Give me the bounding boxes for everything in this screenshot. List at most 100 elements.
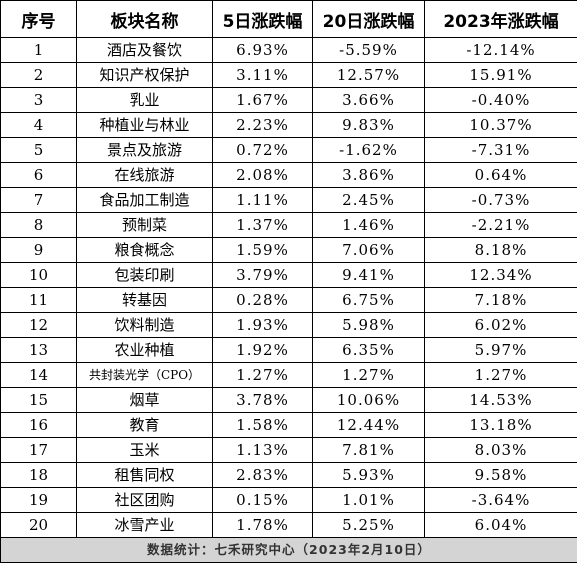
row-index: 5: [1, 138, 77, 163]
row-index: 16: [1, 413, 77, 438]
sector-name: 教育: [77, 413, 213, 438]
change-5day: 0.72%: [213, 138, 313, 163]
header-20day-change: 20日涨跌幅: [313, 1, 425, 38]
change-20day: 5.93%: [313, 463, 425, 488]
sector-name: 食品加工制造: [77, 188, 213, 213]
sector-name: 在线旅游: [77, 163, 213, 188]
change-20day: 7.81%: [313, 438, 425, 463]
change-2023: 15.91%: [425, 63, 577, 88]
sector-name: 粮食概念: [77, 238, 213, 263]
sector-name: 玉米: [77, 438, 213, 463]
change-20day: 12.57%: [313, 63, 425, 88]
change-2023: 0.64%: [425, 163, 577, 188]
row-index: 13: [1, 338, 77, 363]
change-5day: 1.11%: [213, 188, 313, 213]
change-20day: 3.86%: [313, 163, 425, 188]
sector-name: 乳业: [77, 88, 213, 113]
change-5day: 1.37%: [213, 213, 313, 238]
row-index: 8: [1, 213, 77, 238]
row-index: 3: [1, 88, 77, 113]
header-index: 序号: [1, 1, 77, 38]
change-5day: 1.58%: [213, 413, 313, 438]
change-20day: -1.62%: [313, 138, 425, 163]
change-5day: 1.78%: [213, 513, 313, 538]
header-sector-name: 板块名称: [77, 1, 213, 38]
change-5day: 0.15%: [213, 488, 313, 513]
change-2023: -0.73%: [425, 188, 577, 213]
change-20day: 1.01%: [313, 488, 425, 513]
change-2023: -3.64%: [425, 488, 577, 513]
sector-name: 农业种植: [77, 338, 213, 363]
change-2023: -0.40%: [425, 88, 577, 113]
change-2023: -7.31%: [425, 138, 577, 163]
change-5day: 2.08%: [213, 163, 313, 188]
sector-name: 饮料制造: [77, 313, 213, 338]
change-2023: 7.18%: [425, 288, 577, 313]
change-2023: 1.27%: [425, 363, 577, 388]
header-5day-change: 5日涨跌幅: [213, 1, 313, 38]
change-2023: 12.34%: [425, 263, 577, 288]
row-index: 18: [1, 463, 77, 488]
sector-name: 租售同权: [77, 463, 213, 488]
sector-name: 预制菜: [77, 213, 213, 238]
row-index: 19: [1, 488, 77, 513]
change-20day: 1.46%: [313, 213, 425, 238]
header-2023-change: 2023年涨跌幅: [425, 1, 577, 38]
sector-name: 烟草: [77, 388, 213, 413]
change-5day: 1.59%: [213, 238, 313, 263]
change-20day: -5.59%: [313, 38, 425, 63]
sector-name: 社区团购: [77, 488, 213, 513]
change-20day: 5.25%: [313, 513, 425, 538]
change-2023: 10.37%: [425, 113, 577, 138]
change-20day: 10.06%: [313, 388, 425, 413]
row-index: 15: [1, 388, 77, 413]
change-20day: 12.44%: [313, 413, 425, 438]
sector-name: 知识产权保护: [77, 63, 213, 88]
row-index: 17: [1, 438, 77, 463]
change-20day: 3.66%: [313, 88, 425, 113]
change-20day: 7.06%: [313, 238, 425, 263]
row-index: 11: [1, 288, 77, 313]
change-5day: 3.11%: [213, 63, 313, 88]
change-20day: 9.41%: [313, 263, 425, 288]
sector-name: 种植业与林业: [77, 113, 213, 138]
change-20day: 6.35%: [313, 338, 425, 363]
change-2023: 5.97%: [425, 338, 577, 363]
change-2023: 8.03%: [425, 438, 577, 463]
change-5day: 0.28%: [213, 288, 313, 313]
sector-name: 包装印刷: [77, 263, 213, 288]
row-index: 20: [1, 513, 77, 538]
change-2023: 14.53%: [425, 388, 577, 413]
change-5day: 1.67%: [213, 88, 313, 113]
row-index: 10: [1, 263, 77, 288]
sector-name: 转基因: [77, 288, 213, 313]
change-5day: 6.93%: [213, 38, 313, 63]
change-2023: -12.14%: [425, 38, 577, 63]
change-5day: 1.93%: [213, 313, 313, 338]
change-2023: 9.58%: [425, 463, 577, 488]
sector-name: 冰雪产业: [77, 513, 213, 538]
change-5day: 1.27%: [213, 363, 313, 388]
footer-row: 数据统计：七禾研究中心（2023年2月10日）: [1, 538, 577, 563]
change-20day: 6.75%: [313, 288, 425, 313]
change-5day: 3.78%: [213, 388, 313, 413]
change-20day: 1.27%: [313, 363, 425, 388]
change-20day: 2.45%: [313, 188, 425, 213]
row-index: 2: [1, 63, 77, 88]
row-index: 12: [1, 313, 77, 338]
